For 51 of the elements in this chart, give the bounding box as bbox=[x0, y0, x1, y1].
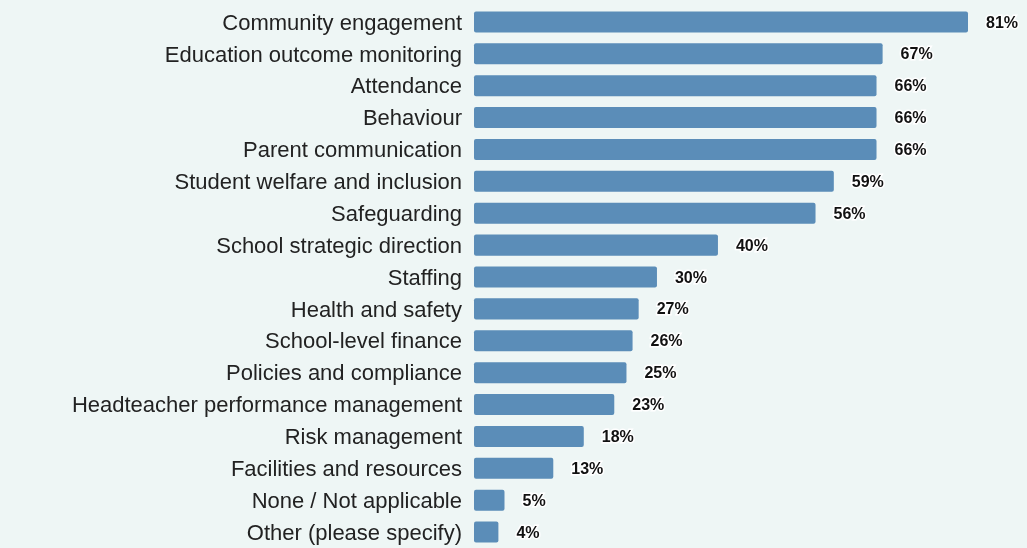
bar bbox=[474, 138, 877, 160]
y-tick-label: Risk management bbox=[284, 424, 462, 450]
bar bbox=[474, 11, 968, 33]
bar bbox=[474, 234, 718, 256]
y-tick-label: Education outcome monitoring bbox=[164, 41, 462, 67]
data-label: 67% bbox=[900, 45, 933, 63]
y-tick-label: Other (please specify) bbox=[246, 519, 462, 545]
y-tick-label: Behaviour bbox=[362, 105, 462, 131]
bar bbox=[474, 425, 584, 447]
y-tick-label: Safeguarding bbox=[331, 200, 462, 226]
y-tick-label: School strategic direction bbox=[216, 232, 462, 258]
y-tick-label: Attendance bbox=[350, 73, 462, 99]
y-tick-label: Student welfare and inclusion bbox=[174, 169, 462, 195]
y-tick-label: Community engagement bbox=[222, 9, 462, 35]
bar bbox=[474, 43, 883, 65]
bar bbox=[474, 170, 834, 192]
data-label: 56% bbox=[833, 204, 866, 222]
data-label: 4% bbox=[516, 523, 540, 541]
bar bbox=[474, 202, 816, 224]
y-tick-label: None / Not applicable bbox=[251, 487, 462, 513]
data-label: 66% bbox=[894, 77, 927, 95]
data-label: 66% bbox=[894, 141, 927, 159]
bar bbox=[474, 489, 505, 511]
bar bbox=[474, 457, 554, 479]
y-tick-label: Parent communication bbox=[243, 137, 462, 163]
data-label: 66% bbox=[894, 109, 927, 127]
data-label: 40% bbox=[735, 236, 768, 254]
data-label: 59% bbox=[851, 172, 884, 190]
y-tick-label: School-level finance bbox=[265, 328, 462, 354]
bar bbox=[474, 394, 615, 416]
y-tick-label: Health and safety bbox=[290, 296, 462, 322]
data-label: 13% bbox=[571, 459, 604, 477]
data-label: 5% bbox=[522, 491, 546, 509]
bar bbox=[474, 298, 639, 320]
data-label: 81% bbox=[986, 13, 1019, 31]
bar bbox=[474, 266, 657, 288]
bar bbox=[474, 521, 499, 543]
data-label: 27% bbox=[656, 300, 689, 318]
data-label: 18% bbox=[601, 428, 634, 446]
y-tick-label: Headteacher performance management bbox=[71, 392, 462, 418]
y-tick-label: Facilities and resources bbox=[230, 455, 462, 481]
bar bbox=[474, 75, 877, 97]
bar bbox=[474, 330, 633, 352]
data-label: 26% bbox=[650, 332, 683, 350]
bar bbox=[474, 362, 627, 384]
bar bbox=[474, 107, 877, 129]
y-tick-label: Policies and compliance bbox=[225, 360, 462, 386]
data-label: 30% bbox=[674, 268, 707, 286]
data-label: 25% bbox=[644, 364, 677, 382]
y-tick-label: Staffing bbox=[387, 264, 462, 290]
data-label: 23% bbox=[632, 396, 665, 414]
